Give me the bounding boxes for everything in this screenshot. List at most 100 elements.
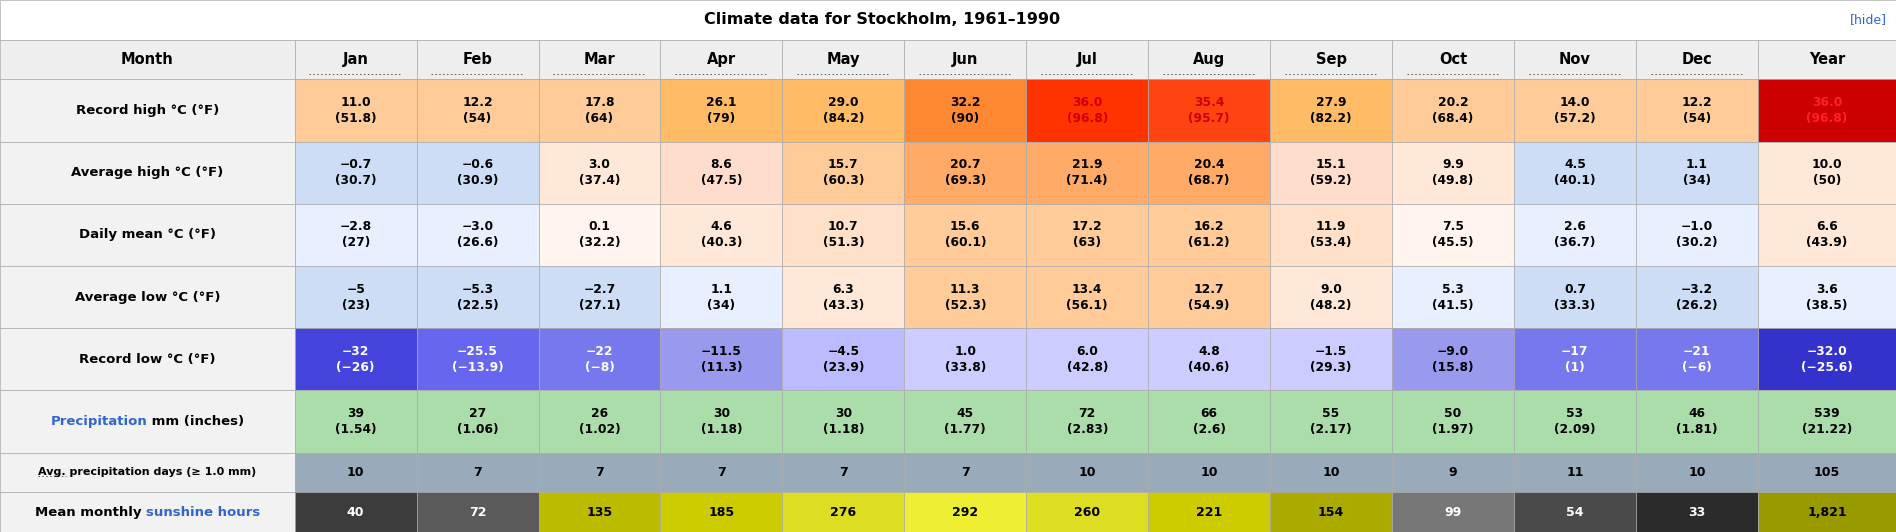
Text: 15.6
(60.1): 15.6 (60.1) — [944, 220, 986, 250]
Text: −21
(−6): −21 (−6) — [1682, 345, 1712, 374]
Text: 27
(1.06): 27 (1.06) — [457, 407, 499, 436]
Text: 16.2
(61.2): 16.2 (61.2) — [1189, 220, 1231, 250]
Bar — [660, 390, 783, 453]
Text: 10: 10 — [347, 466, 364, 479]
Text: Jul: Jul — [1077, 52, 1098, 67]
Bar — [417, 142, 538, 204]
Text: 5.3
(41.5): 5.3 (41.5) — [1431, 282, 1473, 312]
Text: 4.6
(40.3): 4.6 (40.3) — [702, 220, 741, 250]
Text: Daily mean °C (°F): Daily mean °C (°F) — [80, 228, 216, 242]
Bar — [1636, 204, 1758, 266]
Text: 6.0
(42.8): 6.0 (42.8) — [1067, 345, 1107, 374]
Text: Climate data for Stockholm, 1961–1990: Climate data for Stockholm, 1961–1990 — [703, 12, 1060, 27]
Bar — [538, 142, 660, 204]
Bar — [904, 79, 1026, 142]
Bar — [660, 492, 783, 532]
Bar — [1026, 328, 1149, 390]
Text: 26.1
(79): 26.1 (79) — [705, 96, 738, 125]
Bar — [538, 390, 660, 453]
Bar — [1149, 142, 1270, 204]
Text: 6.3
(43.3): 6.3 (43.3) — [823, 282, 865, 312]
Bar — [1758, 453, 1896, 492]
Bar — [1149, 40, 1270, 79]
Text: Record high °C (°F): Record high °C (°F) — [76, 104, 218, 117]
Bar — [660, 328, 783, 390]
Bar — [1392, 390, 1513, 453]
Text: −3.0
(26.6): −3.0 (26.6) — [457, 220, 499, 250]
Bar — [783, 40, 904, 79]
Bar — [1513, 79, 1636, 142]
Text: Feb: Feb — [463, 52, 493, 67]
Text: Avg. precipitation days (≥ 1.0 mm): Avg. precipitation days (≥ 1.0 mm) — [38, 468, 256, 478]
Text: 14.0
(57.2): 14.0 (57.2) — [1555, 96, 1596, 125]
Text: 10: 10 — [1322, 466, 1340, 479]
Text: May: May — [827, 52, 861, 67]
Text: 27.9
(82.2): 27.9 (82.2) — [1310, 96, 1352, 125]
Text: 1,821: 1,821 — [1807, 505, 1847, 519]
Text: 55
(2.17): 55 (2.17) — [1310, 407, 1352, 436]
Bar — [1392, 492, 1513, 532]
Bar — [0, 40, 294, 79]
Bar — [1270, 204, 1392, 266]
Text: 9: 9 — [1449, 466, 1458, 479]
Bar — [1270, 390, 1392, 453]
Bar — [1513, 453, 1636, 492]
Text: 66
(2.6): 66 (2.6) — [1193, 407, 1225, 436]
Text: mm (inches): mm (inches) — [148, 415, 245, 428]
Bar — [1026, 453, 1149, 492]
Bar — [538, 266, 660, 328]
Bar — [294, 204, 417, 266]
Bar — [1513, 266, 1636, 328]
Bar — [294, 328, 417, 390]
Text: −25.5
(−13.9): −25.5 (−13.9) — [451, 345, 502, 374]
Bar — [1758, 266, 1896, 328]
Text: 8.6
(47.5): 8.6 (47.5) — [702, 158, 741, 187]
Text: Oct: Oct — [1439, 52, 1468, 67]
Text: −11.5
(11.3): −11.5 (11.3) — [702, 345, 741, 374]
Text: −22
(−8): −22 (−8) — [584, 345, 614, 374]
Bar — [0, 79, 294, 142]
Text: 72
(2.83): 72 (2.83) — [1067, 407, 1107, 436]
Bar — [783, 142, 904, 204]
Text: Average high °C (°F): Average high °C (°F) — [72, 166, 224, 179]
Text: 12.7
(54.9): 12.7 (54.9) — [1189, 282, 1231, 312]
Bar — [538, 453, 660, 492]
Bar — [904, 492, 1026, 532]
Bar — [904, 40, 1026, 79]
Bar — [783, 328, 904, 390]
Text: 50
(1.97): 50 (1.97) — [1431, 407, 1473, 436]
Bar — [1513, 328, 1636, 390]
Bar — [1392, 328, 1513, 390]
Bar — [538, 204, 660, 266]
Bar — [904, 204, 1026, 266]
Text: 40: 40 — [347, 505, 364, 519]
Text: 292: 292 — [952, 505, 978, 519]
Bar — [538, 79, 660, 142]
Bar — [1758, 328, 1896, 390]
Text: 17.2
(63): 17.2 (63) — [1071, 220, 1102, 250]
Text: Average low °C (°F): Average low °C (°F) — [74, 290, 220, 304]
Text: Mar: Mar — [584, 52, 616, 67]
Bar — [1149, 390, 1270, 453]
Bar — [294, 390, 417, 453]
Text: sunshine hours: sunshine hours — [146, 505, 260, 519]
Bar — [538, 328, 660, 390]
Bar — [660, 79, 783, 142]
Text: Year: Year — [1809, 52, 1845, 67]
Bar — [904, 453, 1026, 492]
Text: 26
(1.02): 26 (1.02) — [578, 407, 620, 436]
Bar — [783, 266, 904, 328]
Text: Precipitation: Precipitation — [51, 415, 148, 428]
Text: 7: 7 — [838, 466, 848, 479]
Text: 10.0
(50): 10.0 (50) — [1811, 158, 1843, 187]
Bar — [1270, 79, 1392, 142]
Text: −2.7
(27.1): −2.7 (27.1) — [578, 282, 620, 312]
Text: Nov: Nov — [1559, 52, 1591, 67]
Text: −0.7
(30.7): −0.7 (30.7) — [336, 158, 377, 187]
Text: 11.0
(51.8): 11.0 (51.8) — [336, 96, 377, 125]
Bar — [1149, 492, 1270, 532]
Text: 4.5
(40.1): 4.5 (40.1) — [1555, 158, 1596, 187]
Bar — [1758, 492, 1896, 532]
Bar — [1636, 266, 1758, 328]
Text: 2.6
(36.7): 2.6 (36.7) — [1555, 220, 1596, 250]
